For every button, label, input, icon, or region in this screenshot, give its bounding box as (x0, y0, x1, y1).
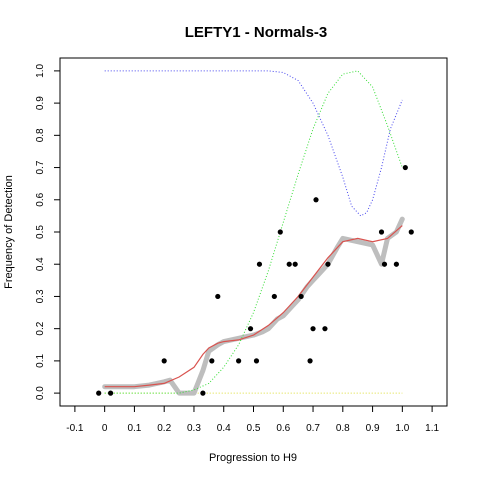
y-tick-label: 0.3 (35, 289, 46, 303)
data-point (161, 358, 167, 364)
points-layer (96, 164, 414, 396)
x-tick-label: 1.0 (395, 423, 409, 434)
y-axis: 0.0 0.1 0.2 0.3 0.4 0.5 0.6 0.7 0.8 0.9 1.0 (35, 64, 60, 400)
data-point (277, 229, 283, 235)
smoothed-band (102, 216, 405, 396)
x-tick-label: 0.3 (187, 423, 201, 434)
y-tick-label: 0.7 (35, 160, 46, 174)
data-point (307, 358, 313, 364)
x-axis: -0.1 0 0.1 0.2 0.3 0.4 0.5 0.6 0.7 0.8 0.9 1.0 1.1 (66, 406, 440, 434)
x-tick-label: 0.7 (306, 423, 320, 434)
x-tick-label: -0.1 (66, 423, 84, 434)
blue-dotted-line (104, 70, 403, 217)
data-point (256, 261, 263, 267)
data-point (253, 358, 260, 364)
data-point (393, 261, 399, 267)
curves-layer (102, 70, 405, 396)
data-point (325, 261, 331, 267)
y-tick-label: 0.5 (35, 225, 46, 239)
x-tick-label: 0.2 (157, 423, 171, 434)
y-axis-label: Frequency of Detection (3, 175, 15, 289)
data-point (286, 261, 292, 267)
data-point (209, 358, 215, 364)
x-tick-label: 0.1 (127, 423, 141, 434)
data-point (292, 261, 298, 267)
data-point (271, 293, 277, 300)
x-axis-label: Progression to H9 (209, 452, 297, 464)
x-tick-label: 0.6 (276, 423, 290, 434)
data-point (108, 390, 114, 396)
x-tick-label: 1.1 (425, 423, 439, 434)
x-tick-label: 0 (102, 423, 108, 434)
data-point (96, 390, 102, 396)
data-point (381, 261, 388, 267)
y-tick-label: 0.0 (35, 386, 46, 400)
data-point (402, 164, 408, 171)
data-point (236, 358, 242, 364)
chart-title: LEFTY1 - Normals-3 (185, 24, 328, 41)
data-point (247, 326, 254, 332)
y-tick-label: 0.4 (35, 257, 46, 271)
x-tick-label: 0.8 (336, 423, 350, 434)
x-tick-label: 0.4 (217, 423, 231, 434)
data-point (408, 229, 414, 235)
data-point (322, 326, 328, 332)
data-point (200, 390, 206, 396)
data-point (298, 293, 304, 300)
data-point (215, 293, 221, 300)
y-tick-label: 1.0 (35, 64, 46, 78)
data-point (378, 229, 385, 235)
y-tick-label: 0.9 (35, 96, 46, 110)
data-point (310, 326, 316, 332)
data-point (313, 197, 319, 203)
y-tick-label: 0.8 (35, 128, 46, 142)
y-tick-label: 0.1 (35, 354, 46, 368)
y-tick-label: 0.2 (35, 321, 46, 335)
green-dotted-line (104, 70, 403, 394)
x-tick-label: 0.5 (247, 423, 261, 434)
x-tick-label: 0.9 (366, 423, 380, 434)
plot-frame (59, 57, 448, 407)
fit-line (104, 225, 403, 388)
y-tick-label: 0.6 (35, 192, 46, 206)
